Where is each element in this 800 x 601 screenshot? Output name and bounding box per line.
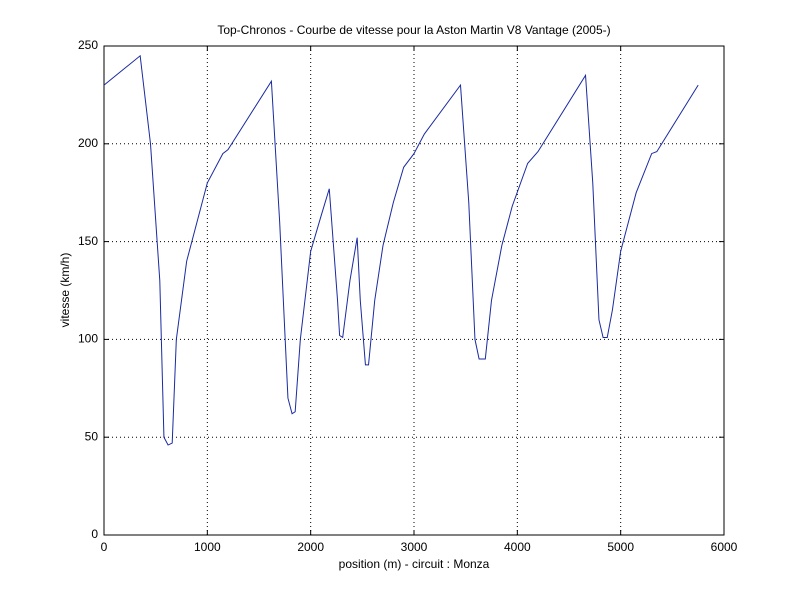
x-tick-label: 5000: [607, 540, 634, 554]
y-tick-label: 150: [78, 234, 98, 248]
x-tick-label: 6000: [711, 540, 738, 554]
x-tick-label: 1000: [194, 540, 221, 554]
x-tick-label: 4000: [504, 540, 531, 554]
x-tick-label: 3000: [401, 540, 428, 554]
x-tick-label: 2000: [297, 540, 324, 554]
chart-title: Top-Chronos - Courbe de vitesse pour la …: [217, 23, 610, 37]
data-line: [103, 54, 699, 446]
y-tick-label: 250: [78, 38, 98, 52]
x-tick-label: 0: [101, 540, 108, 554]
y-axis-label: vitesse (km/h): [58, 253, 72, 328]
y-tick-label: 0: [91, 527, 98, 541]
plot-frame: [103, 45, 725, 536]
x-axis-label: position (m) - circuit : Monza: [339, 557, 490, 571]
y-tick-label: 100: [78, 332, 98, 346]
y-tick-label: 200: [78, 136, 98, 150]
y-tick-label: 50: [85, 429, 99, 443]
